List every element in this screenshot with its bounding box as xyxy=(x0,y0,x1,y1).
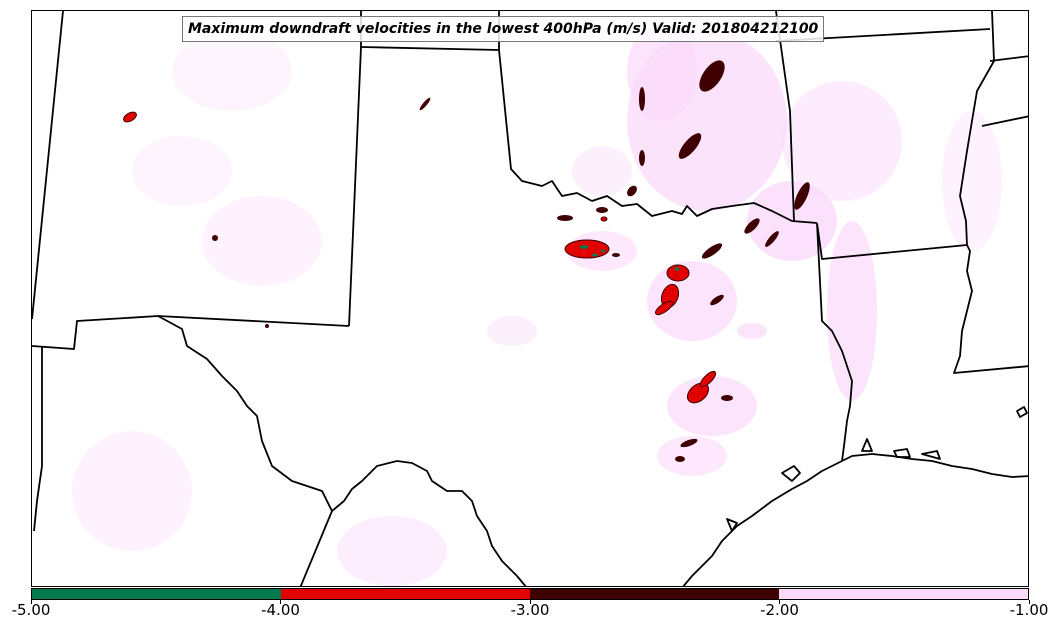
colorbar-tick xyxy=(1028,600,1030,604)
shading-green xyxy=(580,245,679,271)
map-title: Maximum downdraft velocities in the lowe… xyxy=(182,16,825,42)
colorbar-tick xyxy=(30,600,32,604)
colorbar-tick xyxy=(280,600,281,604)
colorbar-segment xyxy=(32,589,281,599)
shading-dark-red xyxy=(212,60,810,462)
shading-light xyxy=(72,21,1002,586)
colorbar-segment xyxy=(779,589,1028,599)
colorbar-label: -5.00 xyxy=(11,601,51,619)
colorbar-label: -3.00 xyxy=(510,601,550,619)
colorbar-tick xyxy=(529,600,531,604)
colorbar-label: -2.00 xyxy=(760,601,799,619)
map-canvas xyxy=(32,11,1028,586)
shading-red xyxy=(123,111,717,404)
colorbar-label: -4.00 xyxy=(261,601,300,619)
colorbar-segment xyxy=(530,589,779,599)
colorbar-segment xyxy=(281,589,530,599)
colorbar xyxy=(31,588,1029,600)
colorbar-tick xyxy=(779,600,780,604)
map-frame xyxy=(31,10,1029,587)
colorbar-label: -1.00 xyxy=(1009,601,1049,619)
